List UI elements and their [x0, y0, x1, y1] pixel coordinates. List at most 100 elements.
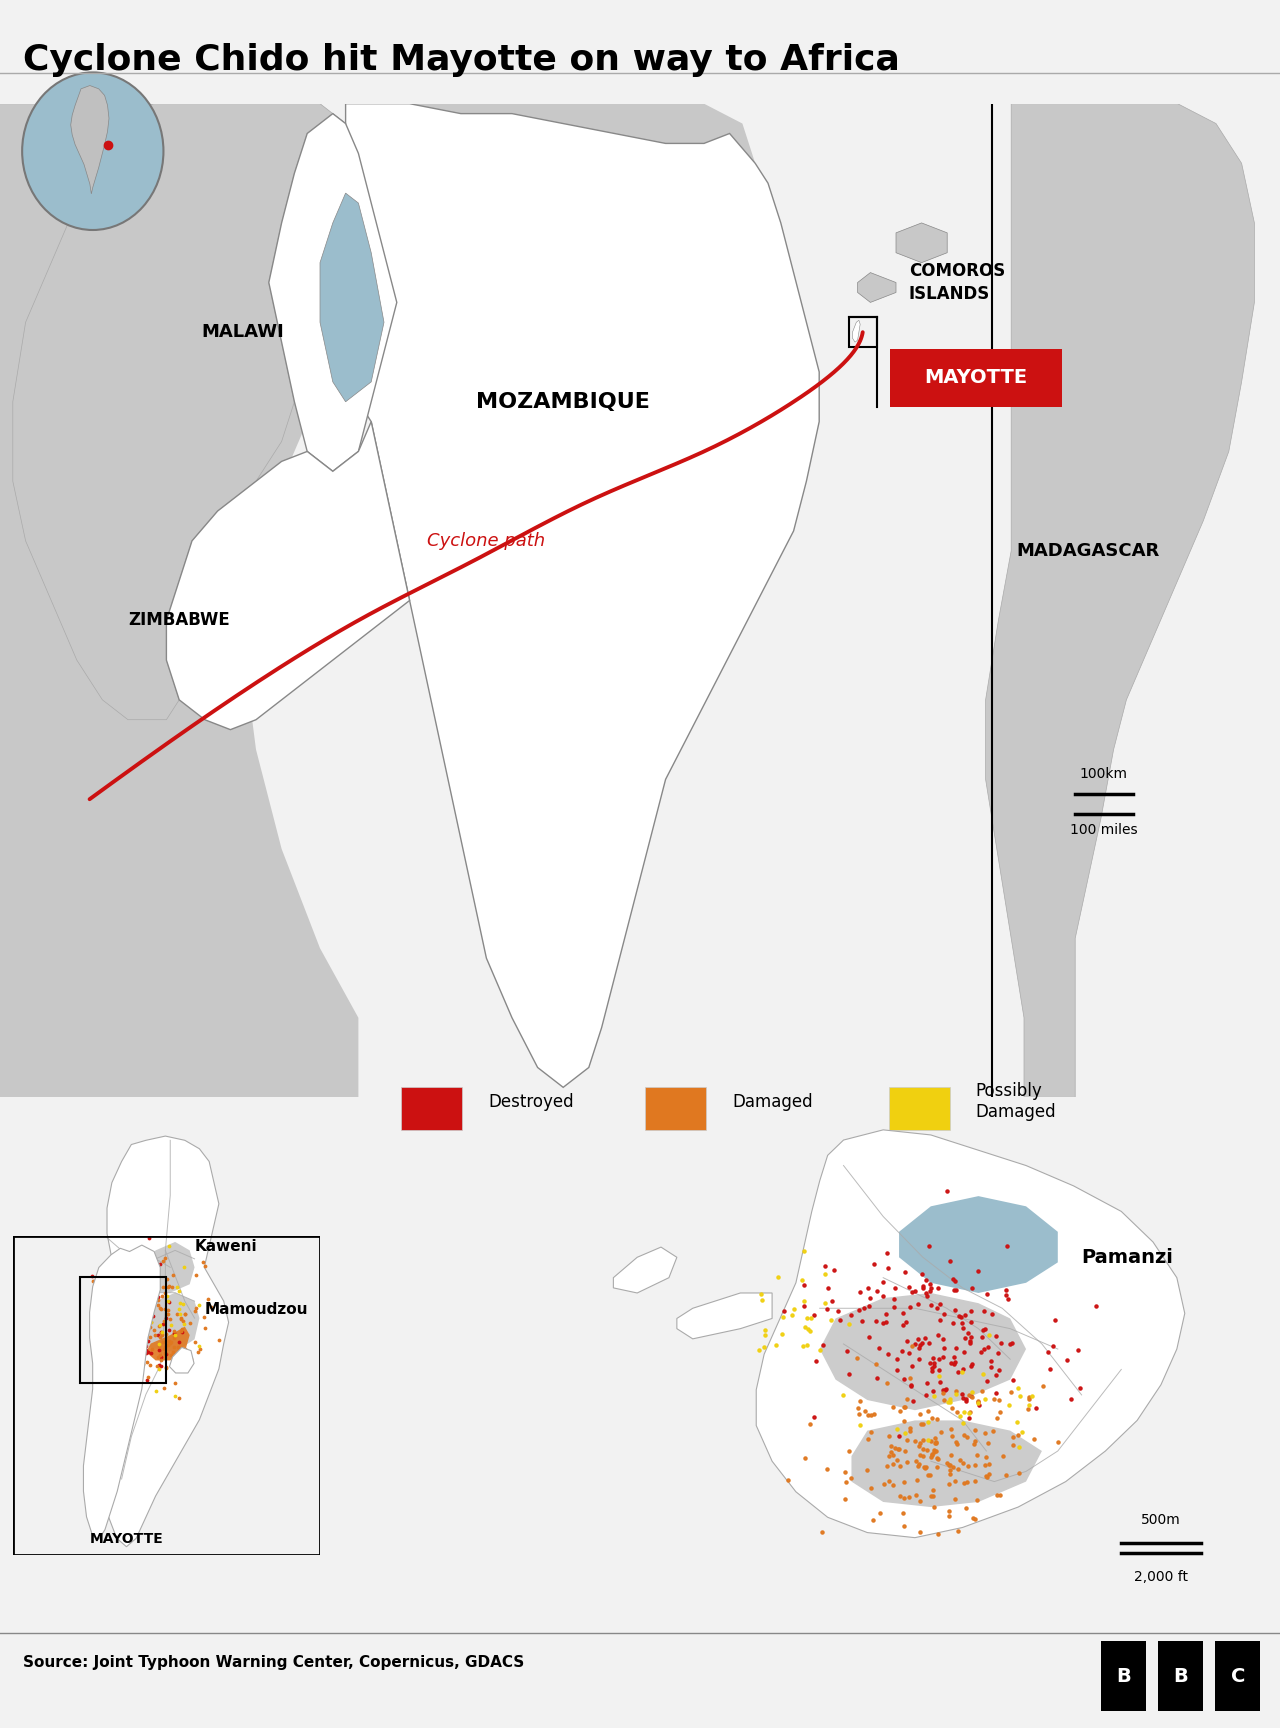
Point [151, 1282, 172, 1310]
Point [115, 1313, 136, 1341]
Point [151, 1318, 172, 1346]
Point [132, 1306, 152, 1334]
Point [1039, 1355, 1060, 1382]
Point [172, 1315, 192, 1343]
Point [860, 1284, 881, 1312]
Point [818, 1275, 838, 1303]
Point [916, 1436, 937, 1464]
Point [781, 1301, 801, 1329]
Point [835, 1458, 855, 1486]
Point [975, 1315, 996, 1343]
Point [859, 1293, 879, 1320]
Point [168, 1329, 188, 1356]
Point [878, 1443, 899, 1471]
Point [941, 1350, 961, 1377]
Point [160, 1305, 180, 1332]
Point [942, 1308, 963, 1336]
Point [195, 1253, 215, 1280]
Point [972, 1377, 992, 1405]
Point [198, 1286, 219, 1313]
Point [174, 1299, 195, 1327]
Point [110, 1308, 131, 1336]
Point [124, 1267, 145, 1294]
Point [96, 1272, 116, 1299]
Point [796, 1305, 817, 1332]
Point [888, 1434, 909, 1462]
Point [151, 1346, 172, 1374]
Point [114, 1355, 134, 1382]
Point [864, 1249, 884, 1277]
Point [978, 1429, 998, 1457]
Point [125, 1334, 146, 1362]
Point [142, 1294, 163, 1322]
Point [922, 1441, 942, 1469]
Point [858, 1275, 878, 1303]
Point [991, 1329, 1011, 1356]
Point [865, 1308, 886, 1336]
Point [837, 1337, 858, 1365]
Point [755, 1317, 776, 1344]
Point [125, 1315, 146, 1343]
Point [977, 1280, 997, 1308]
Point [101, 1286, 122, 1313]
Point [850, 1412, 870, 1439]
Point [893, 1407, 914, 1434]
Point [961, 1351, 982, 1379]
Point [155, 1332, 175, 1360]
Point [125, 1312, 146, 1339]
Point [982, 1301, 1002, 1329]
Point [134, 1267, 155, 1294]
Polygon shape [756, 1130, 1185, 1538]
Point [956, 1495, 977, 1522]
Point [1001, 1379, 1021, 1407]
Point [147, 1291, 168, 1318]
Point [876, 1308, 896, 1336]
Point [114, 1351, 134, 1379]
Point [920, 1274, 941, 1301]
Point [955, 1386, 975, 1414]
Point [751, 1286, 772, 1313]
Point [169, 1336, 189, 1363]
Point [82, 1261, 102, 1289]
Point [140, 1301, 160, 1329]
Point [824, 1256, 845, 1284]
Point [93, 1303, 114, 1331]
Point [772, 1320, 792, 1348]
Point [925, 1438, 946, 1465]
Point [116, 1317, 137, 1344]
Point [170, 1305, 191, 1332]
Point [890, 1398, 910, 1426]
Point [924, 1493, 945, 1521]
Polygon shape [858, 273, 896, 302]
Point [101, 1303, 122, 1331]
Point [110, 1253, 131, 1280]
Point [968, 1388, 988, 1415]
Text: MADAGASCAR: MADAGASCAR [1016, 543, 1160, 560]
Point [124, 1267, 145, 1294]
Point [923, 1350, 943, 1377]
Point [148, 1331, 169, 1358]
Point [924, 1382, 945, 1410]
Point [101, 1296, 122, 1324]
Point [119, 1296, 140, 1324]
Point [996, 1275, 1016, 1303]
Point [883, 1450, 904, 1477]
Point [128, 1275, 148, 1303]
Point [909, 1450, 929, 1477]
Point [795, 1445, 815, 1472]
Point [952, 1358, 973, 1386]
Point [938, 1452, 959, 1479]
Point [118, 1353, 138, 1381]
Point [1061, 1386, 1082, 1414]
Point [99, 1374, 119, 1401]
Point [883, 1441, 904, 1469]
Point [974, 1298, 995, 1325]
Point [150, 1324, 170, 1351]
Point [863, 1507, 883, 1534]
Point [933, 1379, 954, 1407]
Point [946, 1381, 966, 1408]
Point [920, 1462, 941, 1490]
Point [919, 1329, 940, 1356]
Point [915, 1381, 936, 1408]
Point [131, 1327, 151, 1355]
